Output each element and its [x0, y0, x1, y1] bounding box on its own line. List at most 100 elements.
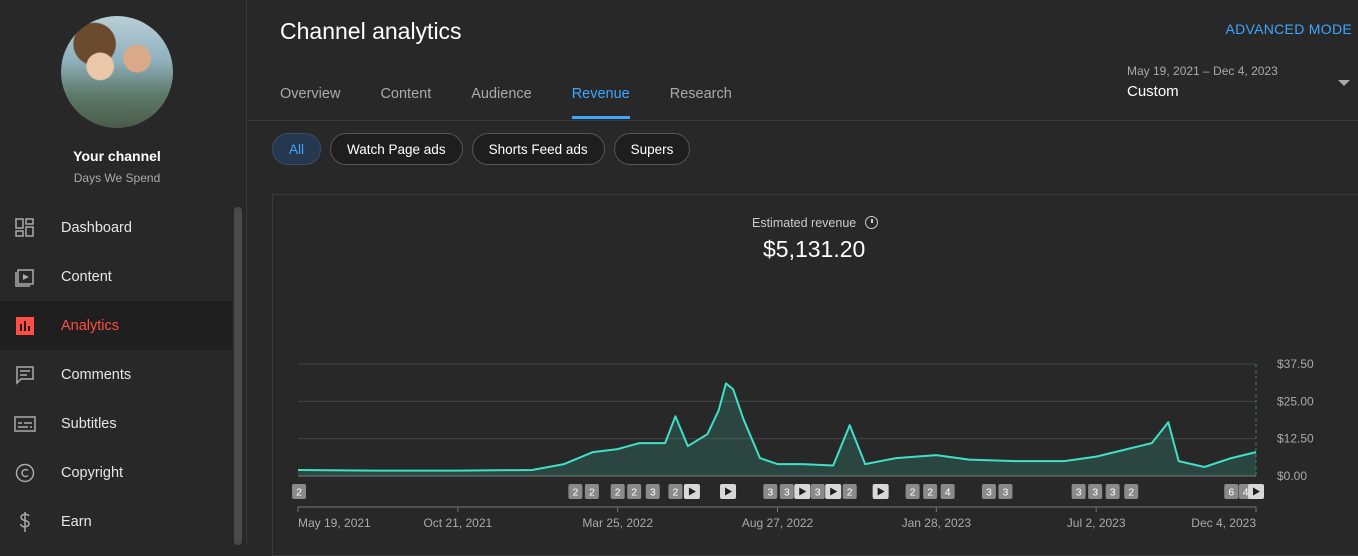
marker-count: 2: [572, 487, 578, 499]
date-range-text: May 19, 2021 – Dec 4, 2023: [1127, 64, 1278, 78]
marker-count: 2: [927, 487, 933, 499]
video-count-marker[interactable]: 2: [1124, 484, 1139, 499]
sidebar-scrollbar[interactable]: [234, 207, 242, 545]
subtitles-icon: [14, 413, 36, 435]
sidebar-item-copyright[interactable]: Copyright: [0, 448, 232, 497]
tab-research[interactable]: Research: [669, 86, 732, 102]
x-tick-label: Jan 28, 2023: [902, 516, 972, 530]
video-count-marker[interactable]: 2: [584, 484, 599, 499]
published-video-marker[interactable]: [872, 484, 889, 499]
metric-value: $5,131.20: [763, 236, 866, 262]
x-tick-label: Dec 4, 2023: [1191, 516, 1256, 530]
chip-all[interactable]: All: [272, 133, 322, 165]
revenue-line: [297, 382, 1257, 472]
video-count-marker[interactable]: 6: [1224, 484, 1239, 499]
sidebar-item-label: Subtitles: [61, 415, 117, 432]
tab-audience[interactable]: Audience: [471, 86, 532, 102]
marker-count: 3: [767, 487, 773, 499]
video-count-marker[interactable]: 3: [1088, 484, 1103, 499]
marker-box: [668, 484, 683, 499]
marker-box: [905, 484, 920, 499]
marker-box: [627, 484, 642, 499]
video-count-marker[interactable]: 3: [763, 484, 778, 499]
revenue-filter-chips: All Watch Page ads Shorts Feed ads Super…: [272, 133, 691, 165]
video-count-marker[interactable]: 3: [1105, 484, 1120, 499]
y-tick-label: $25.00: [1277, 394, 1314, 408]
marker-count: 2: [673, 487, 679, 499]
video-count-marker[interactable]: 4: [940, 484, 955, 499]
sidebar-item-subtitles[interactable]: Subtitles: [0, 399, 232, 448]
y-axis: $37.50 $25.00 $12.50 $0.00: [1277, 357, 1314, 483]
sidebar-item-label: Copyright: [61, 464, 124, 481]
marker-count: 4: [1243, 487, 1249, 499]
header-divider: [247, 120, 1358, 121]
marker-box: [610, 484, 625, 499]
video-count-marker[interactable]: 2: [568, 484, 583, 499]
video-count-marker[interactable]: 3: [998, 484, 1013, 499]
y-tick-label: $37.50: [1277, 357, 1314, 371]
video-count-marker[interactable]: 3: [981, 484, 996, 499]
channel-avatar[interactable]: [61, 16, 173, 128]
sidebar-item-label: Comments: [61, 366, 132, 383]
play-icon: [830, 487, 838, 496]
published-video-marker[interactable]: [683, 484, 700, 499]
chevron-down-icon: [1338, 80, 1350, 86]
content-icon: [14, 266, 36, 288]
video-count-marker[interactable]: 2: [627, 484, 642, 499]
dollar-icon: [14, 511, 36, 533]
published-video-marker[interactable]: [1248, 484, 1264, 499]
video-count-marker[interactable]: 2: [610, 484, 625, 499]
tab-content[interactable]: Content: [380, 86, 432, 102]
sidebar-item-earn[interactable]: Earn: [0, 497, 232, 546]
video-count-marker[interactable]: 3: [1071, 484, 1086, 499]
published-video-marker[interactable]: [720, 484, 737, 499]
marker-box: [763, 484, 778, 499]
video-count-marker[interactable]: 3: [645, 484, 660, 499]
video-count-marker[interactable]: 2: [668, 484, 683, 499]
video-count-marker[interactable]: 2: [923, 484, 938, 499]
copyright-icon: [14, 462, 36, 484]
marker-count: 3: [650, 487, 656, 499]
x-tick-label: Jul 2, 2023: [1067, 516, 1126, 530]
x-tick-label: Mar 25, 2022: [582, 516, 653, 530]
clock-icon[interactable]: [865, 216, 878, 229]
marker-box: [940, 484, 955, 499]
video-count-marker[interactable]: 3: [810, 484, 825, 499]
advanced-mode-button[interactable]: ADVANCED MODE: [1225, 21, 1352, 37]
chip-supers[interactable]: Supers: [613, 133, 691, 165]
chip-shorts-feed-ads[interactable]: Shorts Feed ads: [471, 133, 605, 165]
marker-box: [842, 484, 857, 499]
published-video-marker[interactable]: [825, 484, 842, 499]
video-count-marker[interactable]: 3: [779, 484, 794, 499]
marker-count: 2: [910, 487, 916, 499]
tab-overview[interactable]: Overview: [280, 86, 341, 102]
published-video-marker[interactable]: [794, 484, 811, 499]
marker-box: [779, 484, 794, 499]
y-tick-label: $12.50: [1277, 432, 1314, 446]
marker-count: 6: [1228, 487, 1234, 499]
sidebar-item-dashboard[interactable]: Dashboard: [0, 203, 232, 252]
marker-count: 2: [589, 487, 595, 499]
marker-box: [1071, 484, 1086, 499]
video-count-marker[interactable]: 2: [842, 484, 857, 499]
sidebar-item-label: Earn: [61, 513, 92, 530]
sidebar: Your channel Days We Spend Dashboard Con…: [0, 0, 247, 545]
marker-box: [645, 484, 660, 499]
marker-count: 2: [847, 487, 853, 499]
marker-box: [568, 484, 583, 499]
play-icon: [725, 487, 733, 496]
tab-revenue[interactable]: Revenue: [571, 86, 630, 120]
channel-title[interactable]: Your channel: [73, 148, 161, 164]
dashboard-icon: [14, 217, 36, 239]
date-preset: Custom: [1127, 83, 1179, 100]
marker-count: 3: [1092, 487, 1098, 499]
marker-box: [998, 484, 1013, 499]
video-count-marker[interactable]: 2: [905, 484, 920, 499]
sidebar-item-content[interactable]: Content: [0, 252, 232, 301]
sidebar-item-analytics[interactable]: Analytics: [0, 301, 232, 350]
marker-count: 3: [784, 487, 790, 499]
video-count-marker[interactable]: 2: [292, 484, 307, 499]
sidebar-item-comments[interactable]: Comments: [0, 350, 232, 399]
chip-watch-page-ads[interactable]: Watch Page ads: [330, 133, 463, 165]
